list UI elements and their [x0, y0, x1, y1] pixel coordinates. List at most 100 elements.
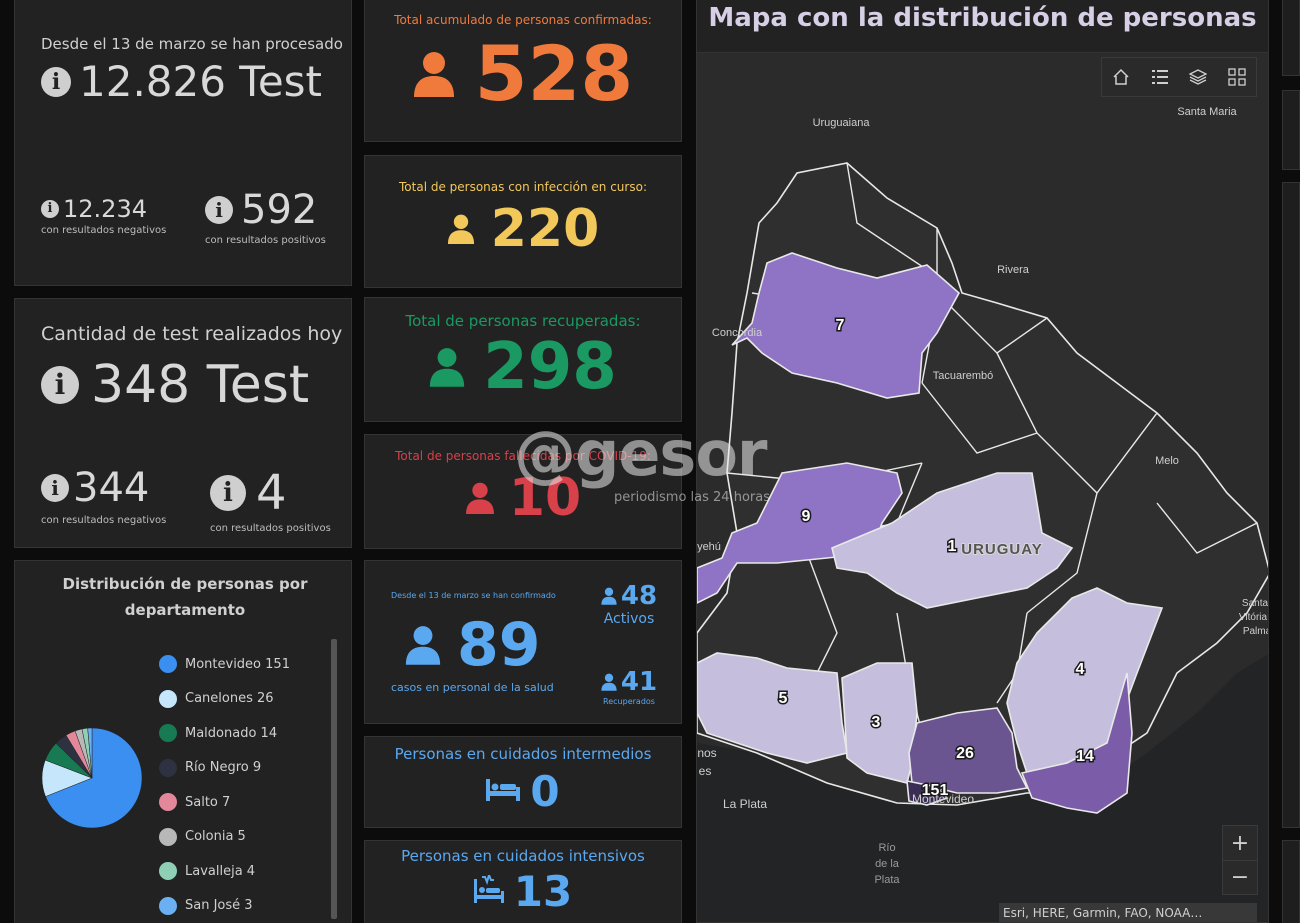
recovered-value: 298	[483, 330, 617, 404]
legend-swatch	[159, 724, 177, 743]
legend-item[interactable]: San José 3	[159, 889, 329, 923]
icu-bed-icon	[473, 871, 504, 909]
distribution-title: Distribución de personas por departament…	[62, 575, 308, 619]
legend-item[interactable]: Salto 7	[159, 785, 329, 820]
river-label-3: Plata	[874, 874, 900, 886]
legend-scrollbar[interactable]	[331, 639, 337, 919]
pie-slice-montevideo[interactable]	[45, 727, 143, 829]
person-icon	[405, 625, 441, 665]
legend-item[interactable]: Lavalleja 4	[159, 854, 329, 889]
side-panel-3	[1282, 182, 1300, 828]
map-count-lavalleja: 4	[1076, 661, 1085, 678]
map-attribution[interactable]: Esri, HERE, Garmin, FAO, NOAA…	[999, 903, 1257, 922]
legend-label: Salto 7	[185, 794, 231, 810]
legend-swatch	[159, 827, 177, 846]
info-icon[interactable]: i	[41, 66, 71, 97]
map-count-maldonado: 14	[1076, 748, 1094, 765]
map-card: Mapa con la distribución de personas	[696, 0, 1269, 923]
legend-label: Canelones 26	[185, 691, 274, 707]
department-salto[interactable]	[731, 252, 961, 399]
legend-list-icon[interactable]	[1145, 62, 1175, 92]
confirmed-label: Total acumulado de personas confirmadas:	[394, 13, 652, 27]
department-san-jose[interactable]	[841, 662, 918, 784]
river-label-2: de la	[875, 858, 900, 870]
legend-swatch	[159, 896, 177, 915]
person-icon	[413, 51, 455, 97]
side-panel-1	[1282, 0, 1300, 76]
city-concordia: Concordia	[712, 327, 763, 339]
side-panel-4	[1282, 840, 1300, 923]
basemap-gallery-icon[interactable]	[1222, 62, 1252, 92]
map-count-rio-negro: 9	[802, 508, 811, 525]
health-active-label: Activos	[603, 611, 655, 627]
tests-total-value: 12.826 Test	[79, 57, 323, 106]
legend-item[interactable]: Colonia 5	[159, 820, 329, 855]
intermediate-care-value: 0	[530, 767, 560, 816]
city-uruguaiana: Uruguaiana	[813, 117, 871, 129]
today-negatives-value: 344	[73, 465, 150, 511]
department-maldonado[interactable]	[1020, 672, 1133, 814]
map-title: Mapa con la distribución de personas	[708, 3, 1257, 33]
map-header: Mapa con la distribución de personas	[697, 0, 1268, 53]
deceased-value: 10	[508, 468, 582, 528]
active-card: Total de personas con infección en curso…	[364, 155, 682, 288]
city-santa: Santa	[1242, 598, 1269, 609]
info-icon[interactable]: i	[41, 474, 69, 502]
zoom-in-button[interactable]: +	[1223, 826, 1257, 861]
tests-positives-label: con resultados positivos	[205, 235, 326, 246]
legend-item[interactable]: Río Negro 9	[159, 751, 329, 786]
home-icon[interactable]	[1106, 62, 1136, 92]
map-toolbar	[1101, 57, 1257, 97]
legend-item[interactable]: Canelones 26	[159, 682, 329, 717]
info-icon[interactable]: i	[41, 200, 59, 218]
health-recovered-label: Recuperados	[603, 697, 655, 706]
legend-label: Maldonado 14	[185, 725, 278, 741]
tests-negatives-label: con resultados negativos	[41, 225, 167, 236]
deceased-label: Total de personas fallecidas por COVID-1…	[395, 449, 651, 463]
city-santa-maria: Santa Maria	[1177, 106, 1237, 118]
legend-item[interactable]: Maldonado 14	[159, 716, 329, 751]
info-icon[interactable]: i	[205, 196, 233, 224]
tests-today-card: Cantidad de test realizados hoy i 348 Te…	[14, 298, 352, 548]
department-montevideo[interactable]	[906, 780, 949, 806]
info-icon[interactable]: i	[210, 475, 246, 511]
department-durazno[interactable]	[831, 472, 1074, 609]
distribution-legend: Montevideo 151 Canelones 26 Maldonado 14 Rí…	[159, 647, 329, 923]
today-positives-value: 4	[256, 465, 287, 521]
distribution-pie[interactable]	[37, 723, 147, 833]
pie-slice-san-josé[interactable]	[87, 727, 93, 779]
legend-label: San José 3	[185, 898, 253, 914]
health-staff-card: Desde el 13 de marzo se han confirmado 8…	[364, 560, 682, 724]
map-count-canelones: 26	[956, 745, 974, 762]
legend-item[interactable]: Montevideo 151	[159, 647, 329, 682]
map-count-san-jose: 3	[872, 714, 881, 731]
info-icon[interactable]: i	[41, 366, 79, 404]
city-vitoria: Vitória	[1239, 612, 1268, 623]
map-canvas[interactable]: 7 9 1 5 3 4 26 14 151 URUGUAY Uruguaiana…	[697, 53, 1269, 923]
layers-icon[interactable]	[1183, 62, 1213, 92]
legend-label: Montevideo 151	[185, 656, 290, 672]
intensive-care-label: Personas en cuidados intensivos	[401, 847, 645, 865]
health-staff-value: 89	[457, 610, 541, 680]
bed-icon	[486, 779, 521, 805]
person-icon	[465, 482, 495, 514]
city-tacuarembo: Tacuarembó	[933, 370, 994, 382]
zoom-controls: + −	[1222, 825, 1258, 895]
active-value: 220	[490, 199, 600, 259]
legend-swatch	[159, 758, 177, 777]
deceased-card: Total de personas fallecidas por COVID-1…	[364, 434, 682, 549]
map-count-salto: 7	[836, 317, 845, 334]
intensive-care-value: 13	[513, 867, 573, 916]
legend-swatch	[159, 655, 177, 674]
legend-label: Lavalleja 4	[185, 863, 256, 879]
tests-today-caption: Cantidad de test realizados hoy	[41, 323, 343, 345]
zoom-out-button[interactable]: −	[1230, 865, 1250, 890]
map-count-montevideo: 151	[922, 782, 949, 799]
health-staff-caption: Desde el 13 de marzo se han confirmado	[391, 591, 556, 600]
department-canelones[interactable]	[908, 707, 1029, 794]
confirmed-card: Total acumulado de personas confirmadas:…	[364, 0, 682, 142]
recovered-label: Total de personas recuperadas:	[405, 312, 641, 330]
person-icon	[429, 347, 465, 387]
tests-positives-value: 592	[241, 187, 318, 233]
river-label-1: Río	[878, 842, 895, 854]
